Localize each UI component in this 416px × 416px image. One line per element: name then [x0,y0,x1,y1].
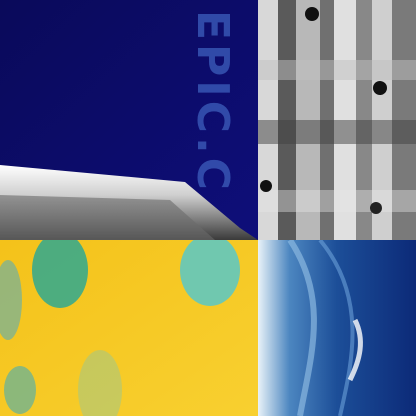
tile-navy: EPIC.C [0,0,258,240]
photo-text: EPIC.C [187,10,238,194]
tile-blue [258,240,416,416]
tile-gray [258,0,416,240]
tile-yellow [0,240,258,416]
